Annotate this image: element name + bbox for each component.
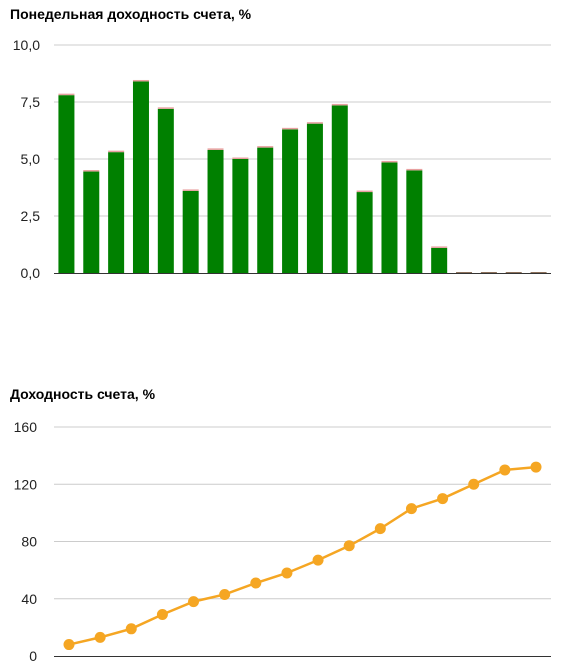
bar xyxy=(381,162,398,273)
bar xyxy=(306,123,323,273)
line-chart-title: Доходность счета, % xyxy=(10,386,156,402)
y-tick-label: 10,0 xyxy=(13,37,40,53)
y-tick-label: 0 xyxy=(29,648,37,662)
bar-cap xyxy=(232,157,249,159)
data-point xyxy=(94,631,106,643)
y-tick-label: 80 xyxy=(21,534,37,550)
y-tick-label: 2,5 xyxy=(21,208,41,224)
data-point xyxy=(312,554,324,566)
bar xyxy=(505,272,522,273)
bar xyxy=(232,159,249,273)
bar xyxy=(83,171,100,273)
bar xyxy=(431,247,448,273)
bar-cap xyxy=(207,148,224,150)
bar xyxy=(157,108,174,273)
bar xyxy=(132,81,149,273)
bar-cap xyxy=(356,190,373,193)
bar-cap xyxy=(431,246,448,248)
bar xyxy=(257,147,274,273)
data-point xyxy=(219,588,231,600)
bar xyxy=(182,190,199,273)
series-line xyxy=(68,465,537,646)
bar-cap xyxy=(381,160,398,163)
data-point xyxy=(530,461,542,473)
bar xyxy=(480,272,497,273)
bar-cap xyxy=(157,107,174,109)
data-point xyxy=(499,464,511,476)
data-point xyxy=(343,540,355,552)
data-point xyxy=(374,523,386,535)
bar-cap xyxy=(132,79,149,82)
y-tick-label: 5,0 xyxy=(21,151,41,167)
bar-cap xyxy=(58,93,75,96)
data-point xyxy=(63,639,75,651)
data-point xyxy=(405,503,417,515)
bar-cap xyxy=(282,127,299,130)
bar-chart-title: Понедельная доходность счета, % xyxy=(10,6,252,22)
data-point xyxy=(437,493,449,505)
bar xyxy=(207,149,224,273)
bar-cap xyxy=(306,122,323,124)
bar xyxy=(356,192,373,273)
data-point xyxy=(250,577,262,589)
weekly-return-bar-chart: 0,0 2,5 5,0 7,5 10,0 xyxy=(13,37,551,281)
bar-cap xyxy=(83,170,100,172)
data-point xyxy=(125,623,137,635)
y-tick-label: 120 xyxy=(14,476,38,492)
bar xyxy=(530,272,547,273)
data-point xyxy=(156,608,168,620)
bar xyxy=(108,152,125,273)
bar xyxy=(331,105,348,273)
bar-cap xyxy=(108,150,125,153)
data-point xyxy=(281,567,293,579)
bar xyxy=(456,272,473,273)
bar xyxy=(406,170,423,273)
y-tick-label: 160 xyxy=(14,419,38,435)
y-tick-label: 40 xyxy=(21,591,37,607)
data-point xyxy=(188,596,200,608)
bar xyxy=(58,95,75,273)
bar-cap xyxy=(182,189,199,191)
y-tick-label: 0,0 xyxy=(21,265,41,281)
y-tick-label: 7,5 xyxy=(21,94,41,110)
bar-cap xyxy=(257,146,274,148)
bar-cap xyxy=(406,168,423,171)
data-point xyxy=(468,478,480,490)
bar xyxy=(282,129,299,273)
bar-cap xyxy=(331,103,348,106)
